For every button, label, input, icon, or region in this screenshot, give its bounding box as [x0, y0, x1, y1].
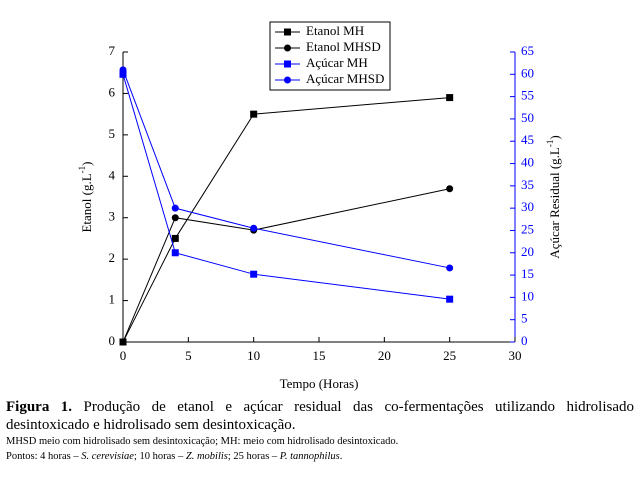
- y2-axis-label: Açúcar Residual (g.L-1): [545, 135, 562, 258]
- y-tick-label: 4: [109, 167, 116, 182]
- y-tick-label: 6: [109, 84, 116, 99]
- legend-marker: [284, 76, 291, 84]
- caption-note: MHSD meio com hidrolisado sem desintoxic…: [6, 436, 399, 447]
- series-line: [122, 69, 450, 269]
- y-tick-label: 2: [109, 250, 116, 265]
- series-line: [122, 74, 450, 300]
- y2-tick-label: 0: [521, 333, 528, 348]
- x-tick-label: 25: [443, 348, 456, 363]
- marker: [446, 185, 454, 193]
- points-text: Pontos: 4 horas –: [6, 451, 82, 462]
- x-tick-label: 20: [378, 348, 391, 363]
- y-axis-label: Etanol (g.L-1): [77, 161, 94, 232]
- caption-main: Figura 1. Produção de etanol e açúcar re…: [6, 398, 634, 434]
- legend-marker: [284, 28, 291, 36]
- y-tick-label: 7: [109, 43, 116, 58]
- y-label-sup: -1: [77, 166, 87, 174]
- legend-label: Açúcar MH: [306, 55, 368, 70]
- y2-tick-label: 40: [521, 155, 534, 170]
- caption: Figura 1. Produção de etanol e açúcar re…: [6, 398, 634, 464]
- y-tick-label: 0: [109, 333, 116, 348]
- x-axis-label: Tempo (Horas): [280, 376, 359, 391]
- points-text: ; 10 horas –: [133, 451, 186, 462]
- y2-tick-label: 30: [521, 199, 534, 214]
- marker: [119, 338, 127, 346]
- y2-label-sup: -1: [545, 140, 555, 148]
- organism: S. cerevisiae: [81, 451, 134, 462]
- series-line: [122, 188, 450, 343]
- caption-points: Pontos: 4 horas – S. cerevisiae; 10 hora…: [6, 449, 634, 464]
- marker: [171, 214, 179, 222]
- x-tick-label: 5: [185, 348, 192, 363]
- y-label-text: Etanol (g.L: [79, 173, 94, 232]
- marker: [119, 66, 127, 74]
- marker: [171, 204, 179, 212]
- legend-marker: [284, 60, 291, 68]
- x-tick-label: 30: [509, 348, 522, 363]
- y2-label-end: ): [547, 135, 562, 139]
- x-tick-label: 10: [247, 348, 260, 363]
- caption-text: Produção de etanol e açúcar residual das…: [6, 399, 634, 433]
- y-tick-label: 3: [109, 209, 116, 224]
- y2-tick-label: 55: [521, 88, 534, 103]
- y2-tick-label: 50: [521, 110, 534, 125]
- caption-label: Figura 1.: [6, 399, 73, 415]
- marker: [171, 249, 179, 257]
- legend-label: Etanol MH: [306, 23, 364, 38]
- x-tick-label: 0: [120, 348, 127, 363]
- marker: [446, 94, 454, 102]
- marker: [171, 234, 179, 242]
- marker: [446, 264, 454, 272]
- y2-tick-label: 10: [521, 288, 534, 303]
- y2-tick-label: 15: [521, 266, 534, 281]
- y2-tick-label: 65: [521, 43, 534, 58]
- y2-tick-label: 5: [521, 311, 528, 326]
- y2-tick-label: 20: [521, 244, 534, 259]
- marker: [250, 224, 258, 232]
- marker: [250, 270, 258, 278]
- organism: Z. mobilis: [185, 451, 228, 462]
- y2-tick-label: 35: [521, 177, 534, 192]
- marker: [119, 70, 127, 78]
- y-tick-label: 5: [109, 126, 116, 141]
- points-text: ; 25 horas –: [227, 451, 280, 462]
- y2-label-text: Açúcar Residual (g.L: [547, 147, 562, 259]
- y-tick-label: 1: [109, 292, 116, 307]
- y-label-end: ): [79, 161, 94, 165]
- series-line: [122, 97, 450, 343]
- organism: P. tannophilus: [279, 451, 340, 462]
- y2-tick-label: 60: [521, 65, 534, 80]
- chart: Tempo (Horas) Etanol (g.L-1) Açúcar Resi…: [77, 21, 562, 391]
- legend-marker: [284, 44, 291, 52]
- marker: [446, 295, 454, 303]
- legend-label: Etanol MHSD: [306, 39, 381, 54]
- marker: [250, 110, 258, 118]
- y2-tick-label: 45: [521, 132, 534, 147]
- legend-label: Açúcar MHSD: [306, 71, 384, 86]
- points-text: .: [339, 451, 343, 462]
- x-tick-label: 15: [313, 348, 326, 363]
- y2-tick-label: 25: [521, 221, 534, 236]
